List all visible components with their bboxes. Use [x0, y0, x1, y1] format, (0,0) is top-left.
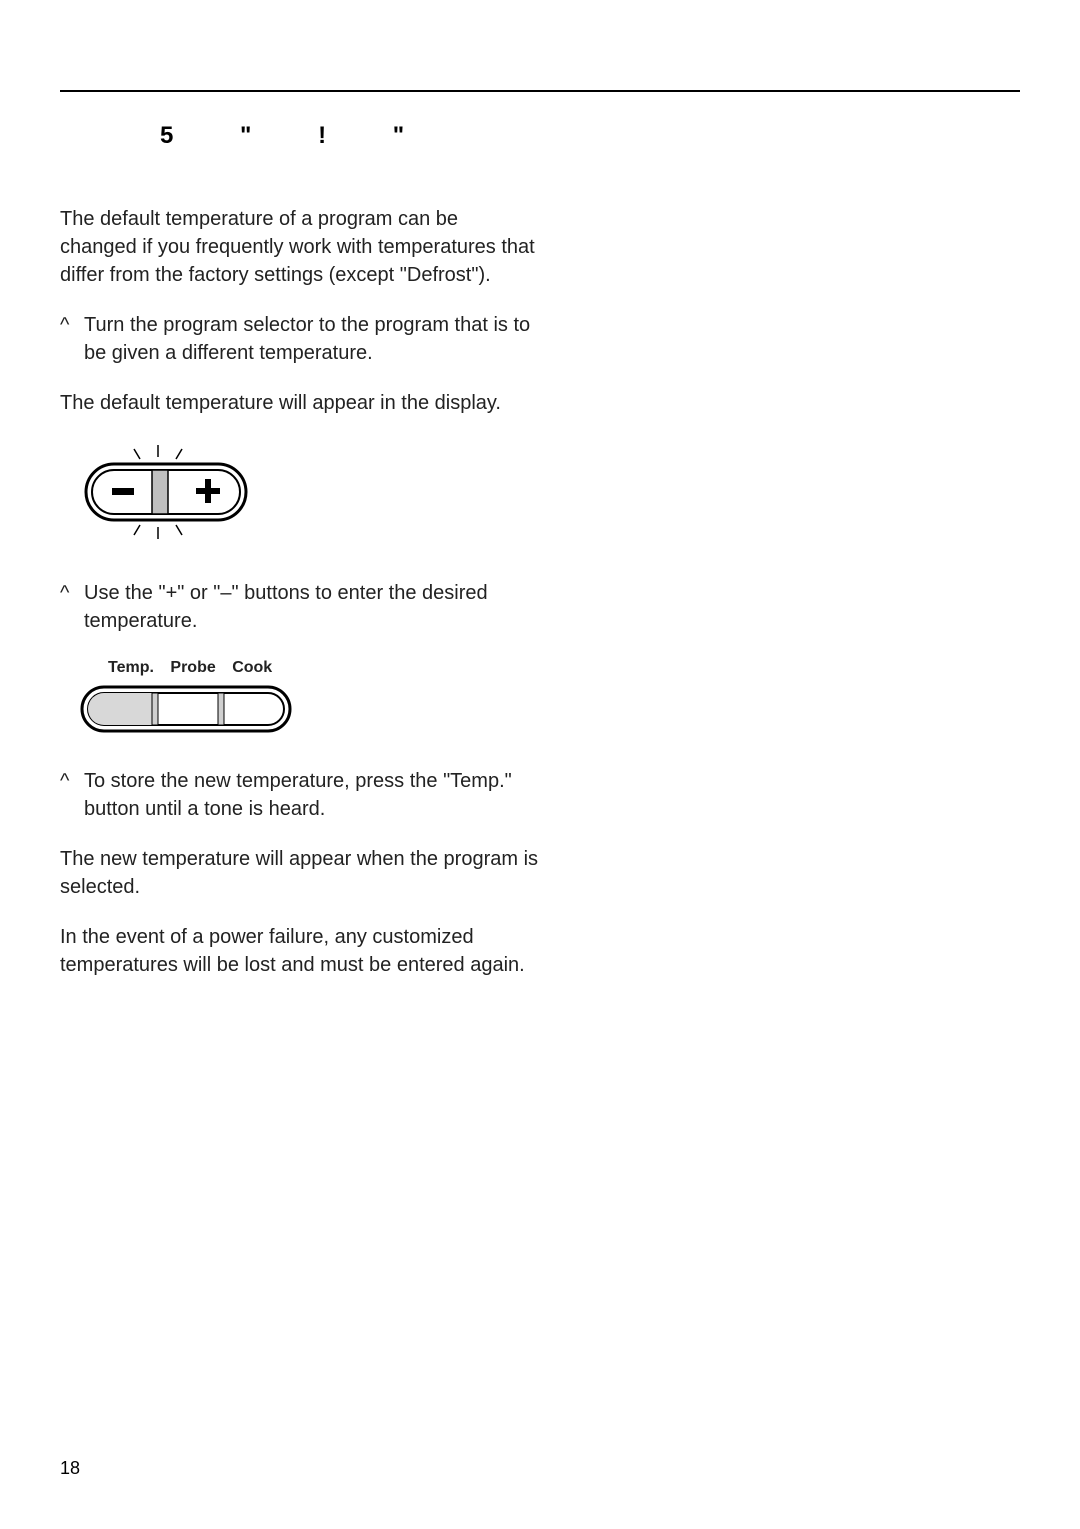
label-probe: Probe: [170, 659, 215, 676]
main-content: The default temperature of a program can…: [60, 205, 540, 979]
label-temp: Temp.: [108, 659, 154, 676]
intro-paragraph: The default temperature of a program can…: [60, 205, 540, 289]
diagram2-labels: Temp. Probe Cook: [108, 657, 540, 679]
power-failure-note: In the event of a power failure, any cus…: [60, 923, 540, 979]
after-step3: The new temperature will appear when the…: [60, 845, 540, 901]
step-2: ^ Use the "+" or "–" buttons to enter th…: [60, 579, 540, 635]
bullet-caret-icon: ^: [60, 311, 84, 367]
bullet-caret-icon: ^: [60, 767, 84, 823]
page-number: 18: [60, 1458, 80, 1479]
header-rule: [60, 90, 1020, 92]
bullet-caret-icon: ^: [60, 579, 84, 635]
step-3: ^ To store the new temperature, press th…: [60, 767, 540, 823]
temp-probe-cook-diagram: Temp. Probe Cook: [78, 657, 540, 745]
step-1: ^ Turn the program selector to the progr…: [60, 311, 540, 367]
label-cook: Cook: [232, 659, 272, 676]
plus-minus-button-diagram: [78, 439, 540, 557]
step-2-text: Use the "+" or "–" buttons to enter the …: [84, 579, 540, 635]
step-3-text: To store the new temperature, press the …: [84, 767, 540, 823]
step-1-text: Turn the program selector to the program…: [84, 311, 540, 367]
after-step1: The default temperature will appear in t…: [60, 389, 540, 417]
header-symbols: 5 " ! ": [60, 122, 1020, 150]
